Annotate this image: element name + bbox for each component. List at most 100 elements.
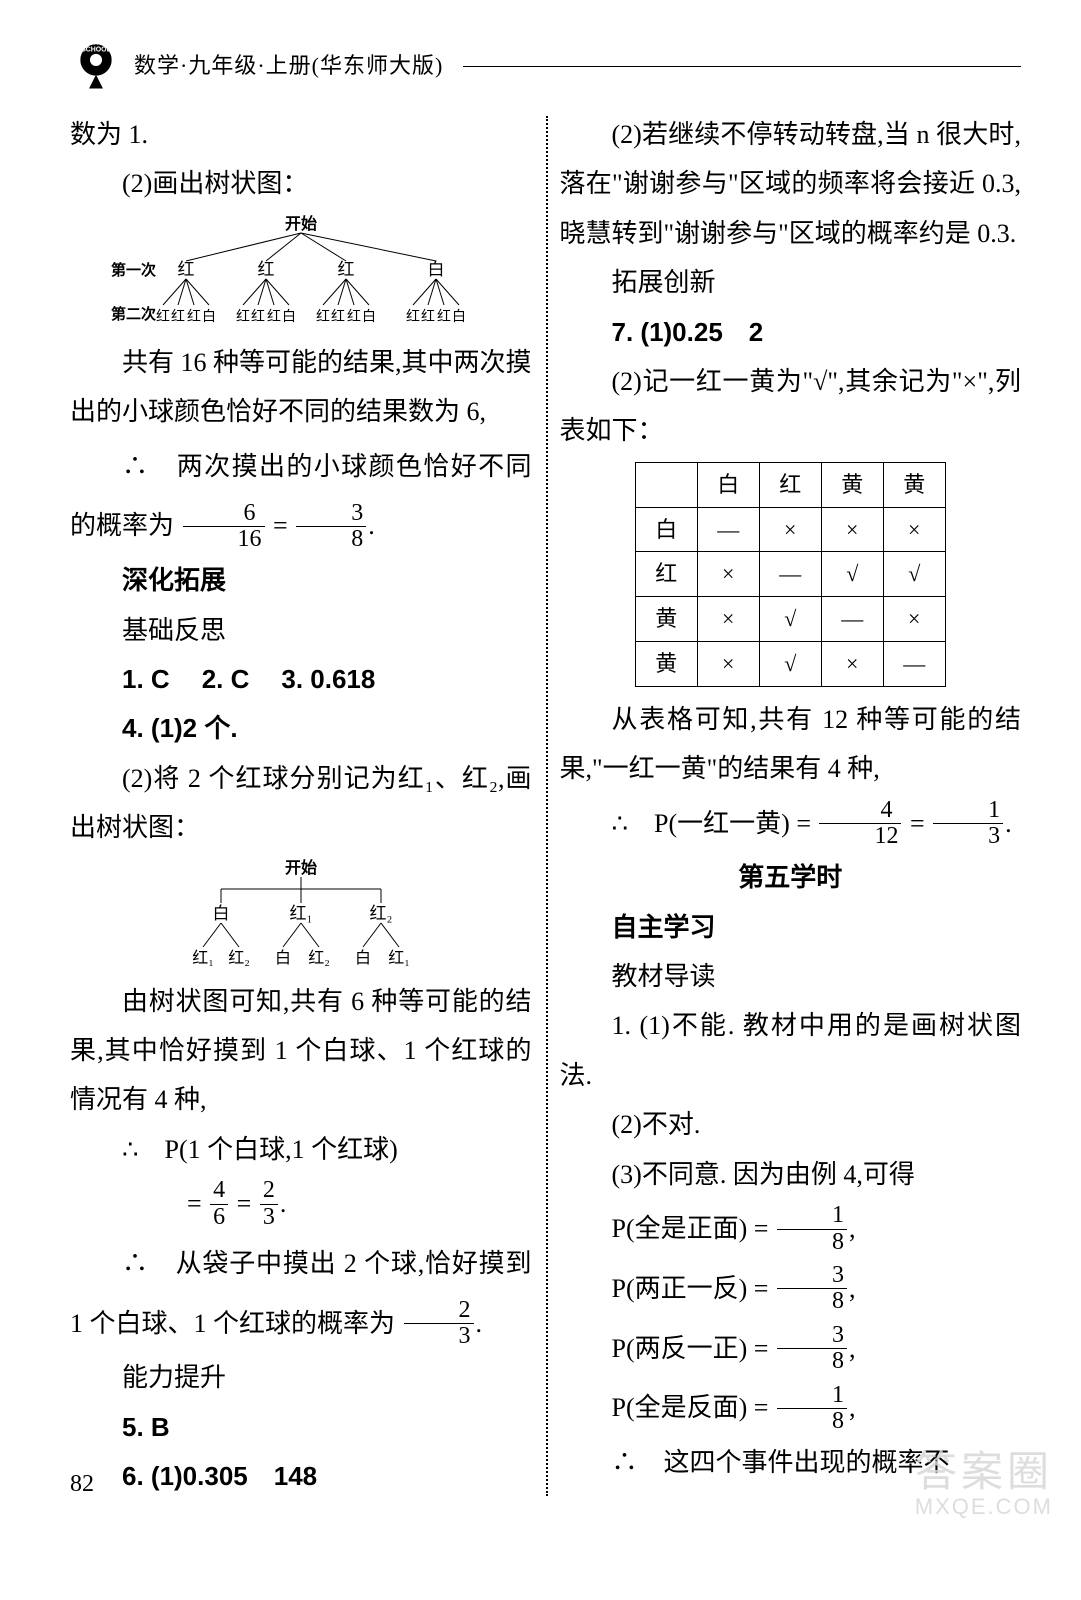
fraction: 46 — [210, 1178, 228, 1229]
page-number: 82 — [70, 1462, 94, 1508]
svg-text:红: 红 — [257, 260, 274, 279]
tree-diagram-2: 开始 白 红₁ 红₂ 红₁ 红₂ 白 红₂ 白 — [70, 859, 532, 969]
fraction: 38 — [777, 1323, 847, 1374]
table-row: 黄×√—× — [635, 597, 945, 642]
table-cell: 黄 — [883, 462, 945, 507]
svg-text:红: 红 — [406, 309, 420, 325]
svg-text:红₁: 红₁ — [289, 904, 312, 923]
subsection: 教材导读 — [560, 952, 1022, 1001]
svg-text:红: 红 — [421, 309, 435, 325]
fraction: 13 — [933, 798, 1003, 849]
text: (2)画出树状图： — [70, 159, 532, 208]
equation: ∴ P(1 个白球,1 个红球) — [70, 1125, 532, 1174]
svg-text:白: 白 — [212, 904, 229, 923]
right-column: (2)若继续不停转动转盘,当 n 很大时,落在"谢谢参与"区域的频率将会接近 0… — [546, 110, 1022, 1502]
svg-text:红₁: 红₁ — [192, 949, 214, 967]
equation: ∴ 从袋子中摸出 2 个球,恰好摸到 1 个白球、1 个红球的概率为 23. — [70, 1234, 532, 1354]
fraction: 38 — [296, 501, 366, 552]
section-heading: 自主学习 — [560, 903, 1022, 952]
answer-line: 6. (1)0.305 148 — [70, 1452, 532, 1501]
svg-text:红: 红 — [156, 309, 170, 325]
svg-text:白: 白 — [282, 309, 296, 325]
text: 由树状图可知,共有 6 种等可能的结果,其中恰好摸到 1 个白球、1 个红球的情… — [70, 977, 532, 1125]
header-rule — [463, 66, 1021, 67]
subsection: 基础反思 — [70, 606, 532, 655]
table-cell: 红 — [759, 462, 821, 507]
svg-text:红₂: 红₂ — [228, 949, 250, 967]
table-cell: 黄 — [821, 462, 883, 507]
answer-line: 7. (1)0.25 2 — [560, 308, 1022, 357]
svg-text:白: 白 — [362, 309, 376, 325]
table-cell — [635, 462, 697, 507]
svg-text:红: 红 — [267, 309, 281, 325]
svg-text:白: 白 — [275, 949, 291, 967]
table-row: 白—××× — [635, 507, 945, 552]
equation: P(全是反面) = 18, — [560, 1378, 1022, 1438]
fraction: 616 — [183, 501, 265, 552]
svg-text:第二次: 第二次 — [111, 305, 156, 323]
page-header: SCHOOL 数学·九年级·上册(华东师大版) — [70, 40, 1021, 92]
table-cell: 白 — [697, 462, 759, 507]
text: 数为 1. — [70, 110, 532, 159]
answer-line: 1. C2. C3. 0.618 — [70, 655, 532, 704]
answer-line: 4. (1)2 个. — [70, 704, 532, 753]
equation: = 46 = 23. — [70, 1174, 532, 1234]
fraction: 18 — [777, 1383, 847, 1434]
subsection: 拓展创新 — [560, 258, 1022, 307]
svg-text:红: 红 — [316, 309, 330, 325]
text: (2)不对. — [560, 1100, 1022, 1149]
table-row: 黄×√×— — [635, 641, 945, 686]
text: (2)若继续不停转动转盘,当 n 很大时,落在"谢谢参与"区域的频率将会接近 0… — [560, 110, 1022, 258]
fraction: 412 — [819, 798, 901, 849]
svg-text:红: 红 — [437, 309, 451, 325]
tree-root: 开始 — [285, 215, 317, 233]
column-divider — [546, 116, 548, 1496]
svg-text:红: 红 — [236, 309, 250, 325]
table-row: 红×—√√ — [635, 552, 945, 597]
equation: P(两正一反) = 38, — [560, 1259, 1022, 1319]
tree-diagram-1: 开始 第一次 红 红 红 白 第二次 — [70, 215, 532, 330]
svg-text:红: 红 — [337, 260, 354, 279]
page: SCHOOL 数学·九年级·上册(华东师大版) 数为 1. (2)画出树状图： … — [0, 0, 1081, 1542]
svg-text:红: 红 — [347, 309, 361, 325]
svg-text:红₂: 红₂ — [369, 904, 392, 923]
header-title: 数学·九年级·上册(华东师大版) — [134, 45, 443, 87]
svg-text:红₁: 红₁ — [388, 949, 410, 967]
fraction: 23 — [404, 1298, 474, 1349]
fraction: 38 — [777, 1263, 847, 1314]
watermark: 答案圈 MXQE.COM — [915, 1449, 1053, 1519]
probability-table: 白 红 黄 黄 白—××× 红×—√√ 黄×√—× 黄×√×— — [635, 462, 946, 687]
svg-text:红₂: 红₂ — [308, 949, 330, 967]
equation: ∴ 两次摸出的小球颜色恰好不同的概率为 616 = 38. — [70, 437, 532, 557]
text: (2)记一红一黄为"√",其余记为"×",列表如下： — [560, 357, 1022, 456]
section-heading: 第五学时 — [560, 853, 1022, 902]
svg-text:红: 红 — [177, 260, 194, 279]
columns: 数为 1. (2)画出树状图： 开始 第一次 红 红 红 白 第二次 — [70, 110, 1021, 1502]
subsection: 能力提升 — [70, 1353, 532, 1402]
svg-text:白: 白 — [355, 949, 371, 967]
svg-text:第一次: 第一次 — [111, 261, 156, 279]
svg-text:红: 红 — [171, 309, 185, 325]
school-logo-icon: SCHOOL — [70, 40, 122, 92]
equation: P(全是正面) = 18, — [560, 1199, 1022, 1259]
text: 1. (1)不能. 教材中用的是画树状图法. — [560, 1001, 1022, 1100]
left-column: 数为 1. (2)画出树状图： 开始 第一次 红 红 红 白 第二次 — [70, 110, 546, 1502]
text: 从表格可知,共有 12 种等可能的结果,"一红一黄"的结果有 4 种, — [560, 695, 1022, 794]
svg-text:红: 红 — [187, 309, 201, 325]
svg-text:SCHOOL: SCHOOL — [81, 46, 111, 53]
svg-text:开始: 开始 — [285, 859, 317, 877]
fraction: 18 — [777, 1203, 847, 1254]
table-row: 白 红 黄 黄 — [635, 462, 945, 507]
text: (2)将 2 个红球分别记为红₁、红₂,画出树状图： — [70, 754, 532, 853]
svg-text:白: 白 — [452, 309, 466, 325]
text: 共有 16 种等可能的结果,其中两次摸出的小球颜色恰好不同的结果数为 6, — [70, 338, 532, 437]
svg-text:白: 白 — [202, 309, 216, 325]
equation: P(两反一正) = 38, — [560, 1319, 1022, 1379]
svg-text:白: 白 — [427, 260, 444, 279]
section-heading: 深化拓展 — [70, 556, 532, 605]
svg-text:红: 红 — [251, 309, 265, 325]
fraction: 23 — [260, 1178, 278, 1229]
equation: ∴ P(一红一黄) = 412 = 13. — [560, 794, 1022, 854]
answer-line: 5. B — [70, 1403, 532, 1452]
text: (3)不同意. 因为由例 4,可得 — [560, 1150, 1022, 1199]
